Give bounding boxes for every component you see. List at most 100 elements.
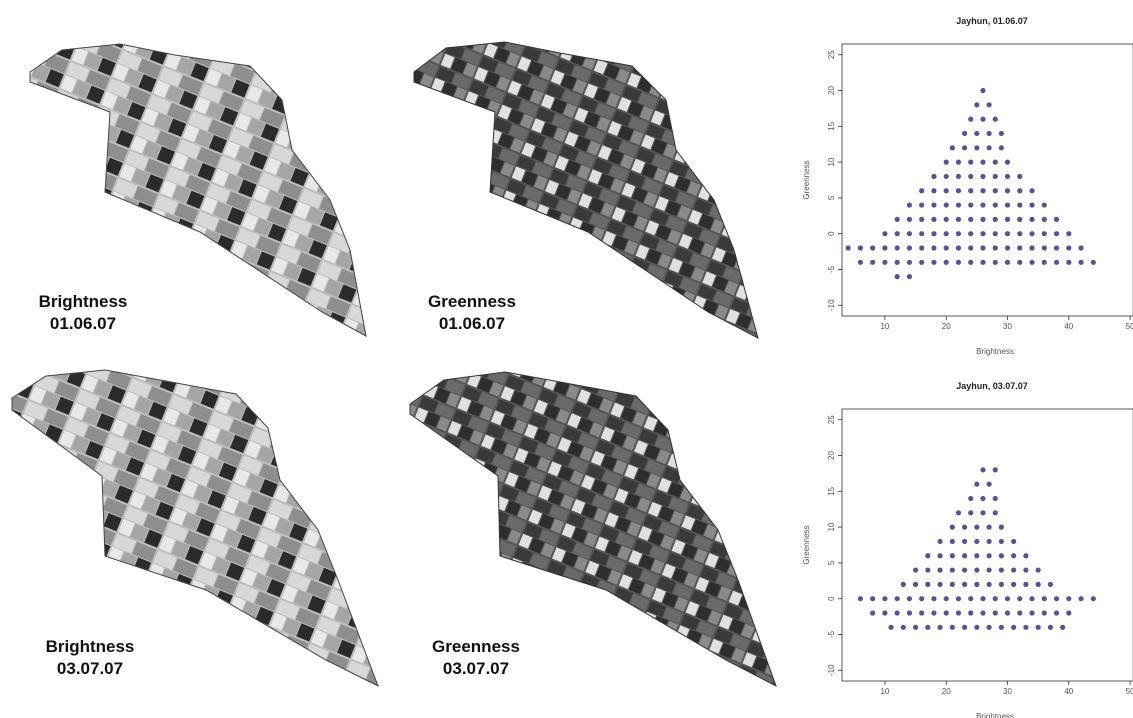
point [943, 259, 949, 265]
y-tick-label: 15 [827, 486, 836, 495]
point [955, 216, 962, 222]
point [919, 216, 925, 222]
point [980, 188, 986, 194]
point [937, 624, 943, 630]
point [962, 538, 968, 545]
plot-frame [841, 43, 1133, 317]
point [937, 567, 943, 573]
point [1029, 610, 1035, 616]
point [1066, 596, 1072, 602]
point [1004, 231, 1011, 237]
point [1011, 538, 1017, 545]
point [955, 510, 962, 516]
point [1023, 553, 1029, 559]
point [857, 259, 863, 265]
point [1029, 202, 1035, 208]
point [1066, 259, 1072, 265]
point [992, 467, 998, 473]
x-tick-label: 10 [880, 322, 889, 331]
point [931, 259, 937, 265]
point [986, 567, 992, 573]
point [1029, 245, 1035, 251]
point [986, 524, 992, 530]
point [912, 624, 919, 630]
point [931, 610, 937, 616]
point [919, 610, 925, 616]
point [943, 216, 949, 222]
point [1004, 610, 1011, 616]
point [1004, 202, 1011, 208]
point [894, 245, 900, 251]
point [974, 553, 980, 559]
point [1017, 231, 1023, 237]
point [931, 245, 937, 251]
point [906, 216, 913, 222]
point [1023, 581, 1029, 587]
point [968, 495, 974, 502]
y-tick-label: 15 [827, 121, 836, 130]
y-tick-label: -5 [827, 265, 836, 273]
point [919, 596, 925, 602]
point [906, 610, 913, 616]
point [1053, 216, 1060, 222]
point [912, 567, 919, 573]
x-axis-label: Brightness [976, 347, 1014, 356]
y-tick-label: 0 [827, 596, 836, 601]
point [968, 259, 974, 265]
point [1035, 581, 1041, 587]
y-axis-label: Greenness [802, 525, 811, 564]
point [949, 581, 955, 587]
point [882, 610, 888, 616]
point [998, 145, 1004, 151]
point [1017, 245, 1023, 251]
point [998, 567, 1004, 573]
point [1066, 231, 1072, 237]
point [882, 259, 888, 265]
brightness-image [11, 369, 379, 688]
panel-date: 01.06.07 [439, 314, 505, 333]
point [986, 624, 992, 630]
point [1035, 624, 1041, 630]
point [955, 188, 962, 194]
point [955, 259, 962, 265]
point [1041, 259, 1047, 265]
x-tick-label: 50 [1126, 322, 1133, 331]
point [974, 145, 980, 151]
x-tick-label: 40 [1064, 322, 1073, 331]
point [980, 87, 986, 94]
panel-label: Greenness [428, 292, 516, 311]
panel-label: Brightness [46, 637, 135, 656]
point [1047, 624, 1054, 630]
point [888, 624, 894, 630]
point [974, 102, 980, 108]
point [955, 231, 962, 237]
point [980, 495, 986, 502]
point [857, 596, 863, 602]
point [992, 188, 998, 194]
point [968, 188, 974, 194]
x-axis-label: Brightness [976, 712, 1014, 718]
point [882, 245, 888, 251]
point [980, 610, 986, 616]
y-tick-label: 5 [827, 560, 836, 565]
point [870, 245, 876, 251]
point [955, 596, 962, 602]
point [998, 130, 1004, 137]
point [955, 159, 962, 165]
point [931, 231, 937, 237]
point [962, 524, 968, 530]
point [955, 202, 962, 208]
point [962, 624, 968, 630]
point [1004, 596, 1011, 602]
point [1017, 202, 1023, 208]
point [870, 610, 876, 616]
point [986, 145, 992, 151]
point [998, 553, 1004, 559]
point [980, 259, 986, 265]
y-tick-label: 10 [827, 157, 836, 166]
point [1004, 216, 1011, 222]
point [986, 102, 992, 108]
point [943, 245, 949, 251]
panel-date: 03.07.07 [57, 659, 123, 678]
point [919, 259, 925, 265]
